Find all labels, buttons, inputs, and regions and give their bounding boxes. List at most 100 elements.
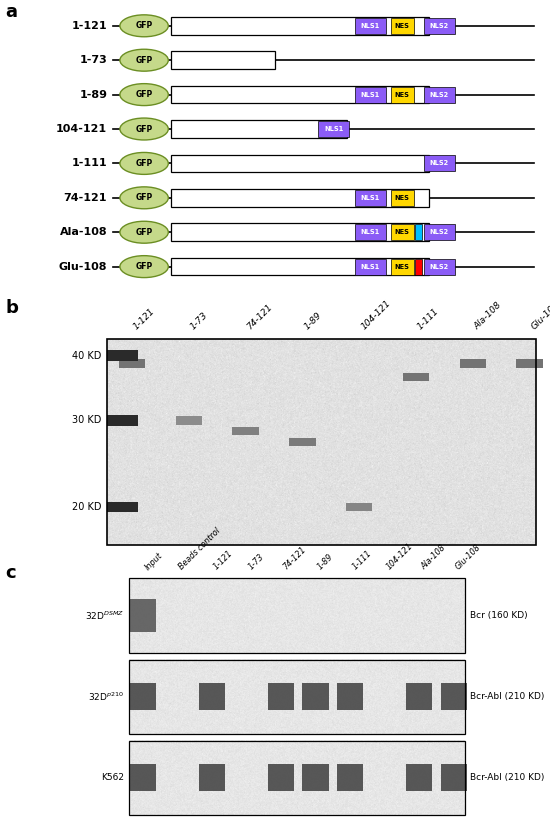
Bar	[424, 258, 455, 275]
Bar	[170, 86, 429, 103]
Text: 30 KD: 30 KD	[73, 416, 102, 425]
Text: 1-111: 1-111	[350, 548, 373, 572]
Bar	[390, 17, 414, 34]
Text: Bcr (160 KD): Bcr (160 KD)	[470, 611, 528, 620]
Bar	[355, 86, 386, 103]
Bar	[289, 438, 316, 446]
Text: 1-111: 1-111	[416, 307, 441, 332]
Text: NLS1: NLS1	[361, 22, 380, 29]
Bar	[302, 683, 329, 711]
Text: 74-121: 74-121	[64, 193, 107, 203]
Bar	[355, 189, 386, 206]
Text: Glu-108: Glu-108	[530, 300, 550, 332]
Bar	[406, 683, 432, 711]
Bar	[268, 765, 294, 791]
Text: 40 KD: 40 KD	[73, 351, 102, 361]
Bar	[415, 224, 422, 240]
Bar	[107, 351, 138, 361]
Text: NLS1: NLS1	[324, 126, 343, 132]
Text: NLS1: NLS1	[361, 194, 380, 201]
Text: 104-121: 104-121	[56, 124, 107, 134]
Ellipse shape	[120, 15, 168, 37]
Bar	[355, 224, 386, 240]
Text: 32D$^{p210}$: 32D$^{p210}$	[87, 691, 124, 703]
Text: NLS2: NLS2	[430, 229, 449, 235]
Bar	[170, 189, 429, 207]
Text: GFP: GFP	[135, 56, 153, 65]
Text: GFP: GFP	[135, 125, 153, 134]
Text: 1-121: 1-121	[132, 307, 157, 332]
Text: GFP: GFP	[135, 262, 153, 271]
Text: 1-89: 1-89	[302, 311, 323, 332]
Bar	[170, 120, 346, 138]
Text: NLS2: NLS2	[430, 263, 449, 269]
Text: NLS1: NLS1	[361, 263, 380, 269]
Bar	[390, 258, 414, 275]
Bar	[119, 359, 145, 368]
Ellipse shape	[120, 49, 168, 71]
Bar	[318, 121, 349, 137]
Bar	[199, 683, 226, 711]
Text: 1-111: 1-111	[72, 159, 107, 169]
Text: 74-121: 74-121	[281, 545, 307, 572]
Text: GFP: GFP	[135, 194, 153, 202]
Bar	[130, 599, 156, 632]
Bar	[130, 683, 156, 711]
Text: NES: NES	[394, 91, 410, 97]
Text: NES: NES	[394, 194, 410, 201]
Text: GFP: GFP	[135, 228, 153, 237]
Bar	[268, 683, 294, 711]
Bar	[302, 765, 329, 791]
Text: GFP: GFP	[135, 90, 153, 99]
Text: Glu-108: Glu-108	[59, 262, 107, 272]
Text: GFP: GFP	[135, 159, 153, 168]
Bar	[424, 17, 455, 34]
Text: Ala-108: Ala-108	[473, 301, 504, 332]
Text: NES: NES	[394, 229, 410, 235]
Ellipse shape	[120, 118, 168, 140]
Bar	[346, 503, 372, 511]
Ellipse shape	[120, 84, 168, 106]
Bar	[170, 224, 429, 241]
Bar	[107, 339, 536, 545]
Text: Input: Input	[143, 551, 164, 572]
Text: Bcr-Abl (210 KD): Bcr-Abl (210 KD)	[470, 773, 544, 782]
Text: NES: NES	[394, 22, 410, 29]
Bar	[441, 683, 467, 711]
Bar	[424, 86, 455, 103]
Text: a: a	[6, 2, 18, 21]
Text: NLS1: NLS1	[361, 91, 380, 97]
Text: NLS1: NLS1	[361, 229, 380, 235]
Text: Glu-108: Glu-108	[454, 543, 483, 572]
Text: NLS2: NLS2	[430, 160, 449, 166]
Bar	[170, 258, 429, 275]
Bar	[516, 360, 543, 368]
Text: b: b	[6, 299, 18, 317]
Text: Ala-108: Ala-108	[59, 227, 107, 237]
Ellipse shape	[120, 221, 168, 243]
Text: 1-121: 1-121	[72, 21, 107, 31]
Bar	[355, 17, 386, 34]
Bar	[355, 258, 386, 275]
Bar	[390, 86, 414, 103]
Text: NES: NES	[394, 263, 410, 269]
Bar	[424, 224, 455, 240]
Text: 1-89: 1-89	[316, 553, 335, 572]
Bar	[390, 224, 414, 240]
Bar	[170, 52, 275, 69]
Bar	[175, 416, 202, 425]
Bar	[107, 502, 138, 512]
Ellipse shape	[120, 187, 168, 209]
Text: 1-73: 1-73	[80, 55, 107, 65]
Bar	[233, 427, 259, 435]
Text: 74-121: 74-121	[246, 302, 274, 332]
Text: NLS2: NLS2	[430, 91, 449, 97]
Bar	[170, 17, 429, 35]
Bar	[107, 416, 138, 425]
Bar	[337, 683, 364, 711]
Bar	[129, 578, 465, 653]
Bar	[424, 155, 455, 171]
Bar	[406, 765, 432, 791]
Text: 1-89: 1-89	[79, 90, 107, 100]
Bar	[441, 765, 467, 791]
